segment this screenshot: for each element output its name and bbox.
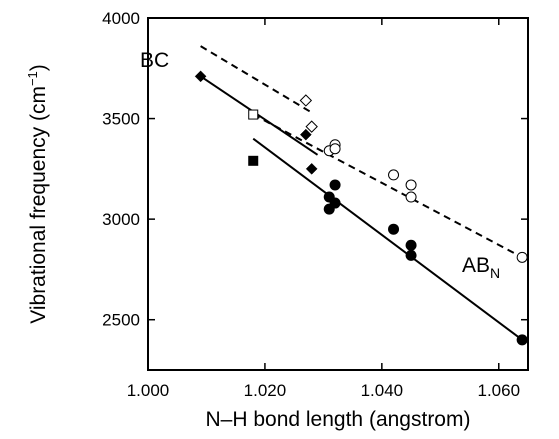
- data-point-filled-circle: [405, 239, 417, 251]
- solid-fit-line: [252, 137, 523, 341]
- bc-annotation: BC: [140, 49, 169, 72]
- data-point-open-circle: [405, 191, 417, 203]
- data-point-open-square: [248, 109, 259, 120]
- data-point-open-diamond: [299, 94, 313, 107]
- solid-fit-line: [200, 75, 319, 156]
- x-tick-label: 1.000: [127, 381, 170, 400]
- data-point-open-circle: [388, 169, 400, 181]
- data-point-filled-diamond: [194, 70, 207, 83]
- data-points: [194, 70, 528, 346]
- x-axis-label: N–H bond length (angstrom): [206, 408, 471, 431]
- ab-annotation-subscript: N: [490, 265, 500, 281]
- dashed-fit-line: [200, 45, 313, 114]
- fit-lines: [200, 45, 523, 341]
- data-point-filled-circle: [388, 223, 400, 235]
- y-tick-label: 3500: [102, 110, 140, 129]
- y-tick-label: 2500: [102, 311, 140, 330]
- data-point-open-circle: [405, 179, 417, 191]
- y-tick-label: 4000: [102, 9, 140, 28]
- ab-annotation: ABN: [462, 254, 500, 281]
- y-axis-label-main: Vibrational frequency (cm: [27, 86, 50, 324]
- y-tick-label: 3000: [102, 210, 140, 229]
- y-axis-label: Vibrational frequency (cm−1): [25, 64, 50, 324]
- data-point-filled-circle: [405, 249, 417, 261]
- data-point-filled-circle: [329, 197, 341, 209]
- y-axis-label-close: ): [27, 64, 50, 71]
- y-axis-ticks: 2500 3000 3500 4000: [102, 9, 528, 330]
- data-point-filled-square: [248, 155, 259, 166]
- data-point-filled-circle: [516, 334, 528, 346]
- data-point-filled-diamond: [305, 163, 318, 175]
- plot-frame: [147, 17, 529, 371]
- data-point-filled-circle: [329, 179, 341, 191]
- ab-annotation-main: AB: [462, 254, 490, 277]
- x-axis-ticks: 1.000 1.020 1.040 1.060: [127, 18, 520, 400]
- y-axis-label-superscript: −1: [25, 71, 40, 86]
- x-tick-label: 1.060: [477, 381, 520, 400]
- dashed-fit-line: [252, 113, 523, 259]
- x-tick-label: 1.040: [361, 381, 404, 400]
- data-point-filled-diamond: [299, 128, 312, 141]
- data-point-open-circle: [516, 251, 528, 263]
- data-point-open-diamond: [305, 120, 318, 133]
- data-point-open-circle: [329, 143, 341, 155]
- x-tick-label: 1.020: [244, 381, 287, 400]
